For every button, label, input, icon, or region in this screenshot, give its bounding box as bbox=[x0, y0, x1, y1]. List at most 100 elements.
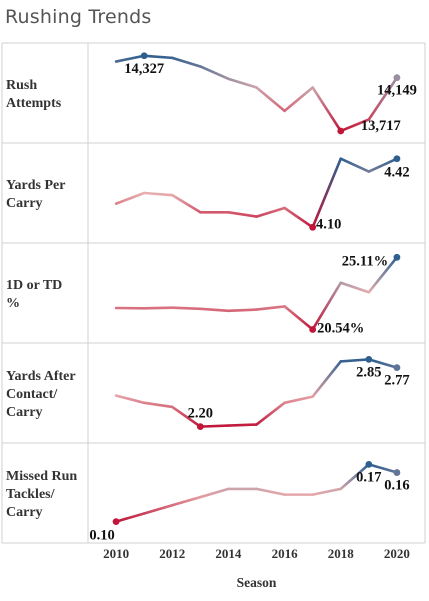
series-line-segment bbox=[311, 487, 343, 496]
row-labels: Rush Attempts Yards Per Carry 1D or TD % Yards… bbox=[6, 78, 77, 520]
row-label-line: Rush bbox=[6, 78, 37, 93]
x-tick-label: 2010 bbox=[103, 546, 129, 561]
series-line-segment bbox=[367, 157, 399, 173]
series-line-segment bbox=[142, 191, 174, 197]
data-point bbox=[309, 326, 317, 333]
data-labels: 14,327 13,717 14,149 4.10 4.42 20.54% 25.11% 2.… bbox=[89, 61, 416, 544]
series-line-segment bbox=[114, 512, 146, 523]
x-tick-label: 2016 bbox=[272, 546, 299, 561]
series-line-segment bbox=[339, 358, 371, 363]
series-line-segment bbox=[339, 157, 371, 173]
series-line-segment bbox=[311, 157, 343, 229]
data-label: 0.16 bbox=[384, 478, 409, 494]
series-line-segment bbox=[367, 463, 399, 474]
series-line-segment bbox=[339, 463, 371, 491]
series-line-segment bbox=[227, 423, 258, 427]
data-label: 4.10 bbox=[316, 216, 341, 232]
data-point bbox=[309, 223, 317, 231]
row-label-line: Carry bbox=[6, 405, 43, 420]
data-point bbox=[112, 518, 120, 526]
series-line-segment bbox=[170, 495, 202, 507]
x-tick-label: 2018 bbox=[328, 546, 355, 561]
series-line-segment bbox=[142, 306, 174, 310]
series-line-segment bbox=[283, 305, 314, 331]
series-line-segment bbox=[114, 191, 146, 206]
x-tick-label: 2014 bbox=[215, 546, 242, 561]
series-line-segment bbox=[367, 76, 399, 121]
data-label: 0.10 bbox=[89, 528, 114, 544]
series-line-segment bbox=[199, 65, 230, 81]
row-label: 1D or TD% bbox=[6, 278, 62, 311]
row-label-line: 1D or TD bbox=[6, 278, 62, 293]
data-label: 0.17 bbox=[356, 469, 381, 485]
row-label-line: Carry bbox=[6, 196, 43, 211]
row-label-line: Yards After bbox=[6, 369, 76, 384]
series-line-segment bbox=[255, 487, 286, 496]
data-point bbox=[393, 364, 401, 372]
x-axis-title: Season bbox=[237, 575, 277, 590]
data-point bbox=[393, 74, 401, 82]
row-label: Rush Attempts bbox=[6, 78, 62, 111]
x-axis: 2010 2012 2014 2016 2018 2020 Season bbox=[103, 546, 410, 590]
data-label: 4.42 bbox=[384, 165, 409, 181]
series-line-segment bbox=[255, 86, 286, 113]
series-line-segment bbox=[339, 281, 371, 294]
data-point bbox=[196, 423, 204, 431]
data-label: 20.54% bbox=[317, 320, 364, 336]
series-line-segment bbox=[339, 118, 371, 133]
series-lines bbox=[114, 54, 399, 523]
series-line-segment bbox=[255, 206, 286, 218]
data-label: 13,717 bbox=[361, 118, 401, 134]
series-line-segment bbox=[142, 401, 174, 409]
series-line-segment bbox=[283, 395, 314, 405]
panel-frame bbox=[1, 42, 426, 544]
row-label-line: Yards Per bbox=[6, 178, 66, 193]
series-line-segment bbox=[311, 86, 343, 133]
data-point bbox=[393, 155, 401, 163]
series-line-segment bbox=[283, 206, 314, 229]
series-line-segment bbox=[227, 77, 258, 89]
data-label: 14,149 bbox=[377, 83, 417, 99]
series-line-segment bbox=[170, 306, 202, 311]
row-label: Missed Run Tackles/Carry bbox=[6, 469, 77, 520]
series-line-segment bbox=[311, 281, 343, 331]
data-point bbox=[365, 355, 373, 363]
series-line-segment bbox=[283, 86, 314, 113]
data-point bbox=[393, 469, 401, 476]
series-line-segment bbox=[227, 308, 258, 313]
series-line-segment bbox=[199, 307, 230, 313]
series-line-segment bbox=[367, 358, 399, 369]
series-line-segment bbox=[142, 54, 174, 60]
row-label-line: Carry bbox=[6, 505, 43, 520]
series-line-segment bbox=[114, 394, 146, 405]
data-label: 14,327 bbox=[124, 61, 164, 77]
series-line-segment bbox=[170, 56, 202, 68]
x-tick-label: 2012 bbox=[159, 546, 185, 561]
series-line-segment bbox=[311, 360, 343, 398]
data-label: 2.20 bbox=[188, 406, 213, 422]
series-line-segment bbox=[114, 54, 146, 63]
x-tick-label: 2020 bbox=[384, 546, 410, 561]
data-point bbox=[393, 253, 401, 261]
row-label-line: Attempts bbox=[6, 96, 62, 111]
series-line-segment bbox=[170, 405, 202, 428]
data-point bbox=[140, 52, 148, 60]
data-point bbox=[365, 460, 373, 468]
data-label: 2.77 bbox=[384, 373, 409, 389]
series-line-segment bbox=[367, 256, 399, 294]
chart-title: Rushing Trends bbox=[5, 6, 152, 28]
row-label-line: % bbox=[6, 296, 20, 311]
series-line-segment bbox=[255, 305, 286, 311]
row-label-line: Contact/ bbox=[6, 387, 58, 402]
row-label: Yards After Contact/Carry bbox=[6, 369, 76, 420]
row-label: Yards Per Carry bbox=[6, 178, 66, 211]
series-line-segment bbox=[199, 424, 230, 428]
data-point bbox=[337, 127, 345, 135]
row-label-line: Missed Run bbox=[6, 469, 77, 484]
row-label-line: Tackles/ bbox=[6, 487, 56, 502]
series-line-segment bbox=[170, 193, 202, 214]
data-label: 25.11% bbox=[342, 253, 388, 269]
series-line-segment bbox=[199, 487, 230, 499]
series-line-segment bbox=[255, 401, 286, 426]
